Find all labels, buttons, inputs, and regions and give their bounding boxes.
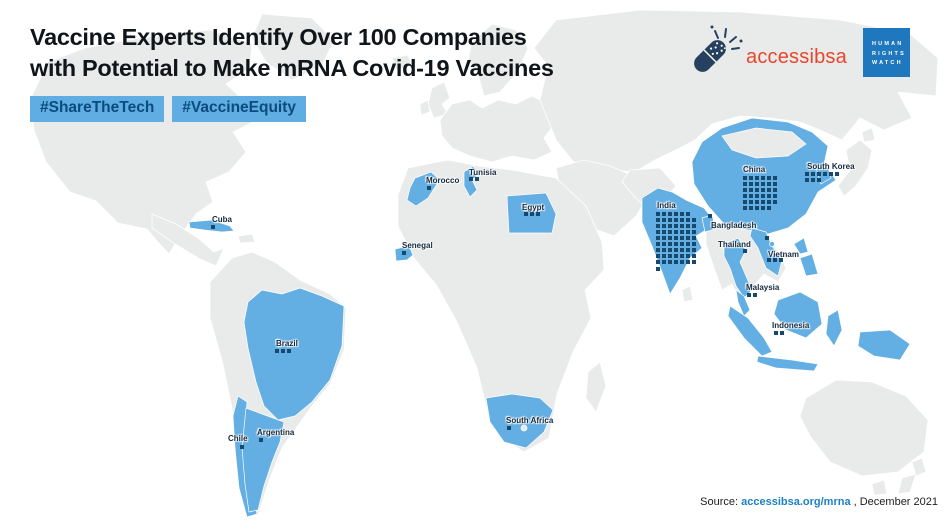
country-shape-new-guinea [857,329,911,361]
title-line1: Vaccine Experts Identify Over 100 Compan… [30,24,527,50]
hashtag-row: #ShareTheTech #VaccineEquity [30,96,307,122]
country-shape-thailand [723,237,753,299]
landmass-tasmania [871,479,888,496]
country-shape-india [641,187,713,295]
title-line2: with Potential to Make mRNA Covid-19 Vac… [30,55,554,81]
hashtag-vaccineequity: #VaccineEquity [172,96,307,122]
accessibsa-logo: accessibsa [688,24,858,80]
landmass-lesotho [520,424,528,432]
country-shape-senegal [394,245,414,262]
landmass-new-zealand-north [911,457,927,477]
landmass-sri-lanka [681,285,694,303]
hrw-logo: HUMAN RIGHTS WATCH [863,28,910,77]
landmass-iceland [391,54,413,71]
country-shape-sulawesi [825,309,843,347]
landmass-africa [397,159,605,453]
source-link[interactable]: accessibsa.org/mrna [741,496,851,508]
landmass-new-zealand-south [897,473,917,495]
landmass-scandinavia [467,23,529,97]
landmass-central-america [151,213,225,267]
country-shape-south-africa [485,393,554,449]
country-shape-malaysia-peninsula [735,289,751,317]
country-shape-brazil [243,287,345,421]
country-shape-cuba [188,219,235,233]
landmass-asia [533,9,939,177]
hrw-line2: RIGHTS [872,50,906,57]
pill-icon [694,25,743,72]
hrw-line3: WATCH [872,60,903,66]
source-suffix: , December 2021 [850,496,938,508]
landmass-madagascar [585,361,607,413]
source-prefix: Source: [700,496,742,508]
landmass-greenland [251,13,335,81]
landmass-hokkaido [861,127,876,143]
landmass-hispaniola [237,233,256,244]
country-shape-borneo [773,291,823,339]
landmass-europe [439,95,557,163]
country-shape-egypt [506,192,557,234]
hashtag-sharethetech: #ShareTheTech [30,96,165,122]
landmass-australia [799,379,929,477]
landmass-japan [837,139,873,197]
landmass-mongolia [721,127,807,159]
country-shape-philippines [793,237,819,277]
hrw-line1: HUMAN [872,41,904,47]
country-shape-hainan [769,241,775,247]
country-shape-tunisia [463,165,480,198]
country-shape-sumatra [727,305,773,357]
landmass-ireland [419,99,431,116]
accessibsa-wordmark: accessibsa [746,46,847,68]
country-shape-bangladesh [701,214,717,233]
landmass-north-america [29,29,254,255]
page-title: Vaccine Experts Identify Over 100 Compan… [30,22,554,84]
source-line: Source: accessibsa.org/mrna , December 2… [700,496,938,508]
country-shape-argentina [241,407,285,513]
sparkle-icon [714,28,740,50]
country-shape-java [756,355,819,372]
country-shape-morocco [406,171,441,207]
